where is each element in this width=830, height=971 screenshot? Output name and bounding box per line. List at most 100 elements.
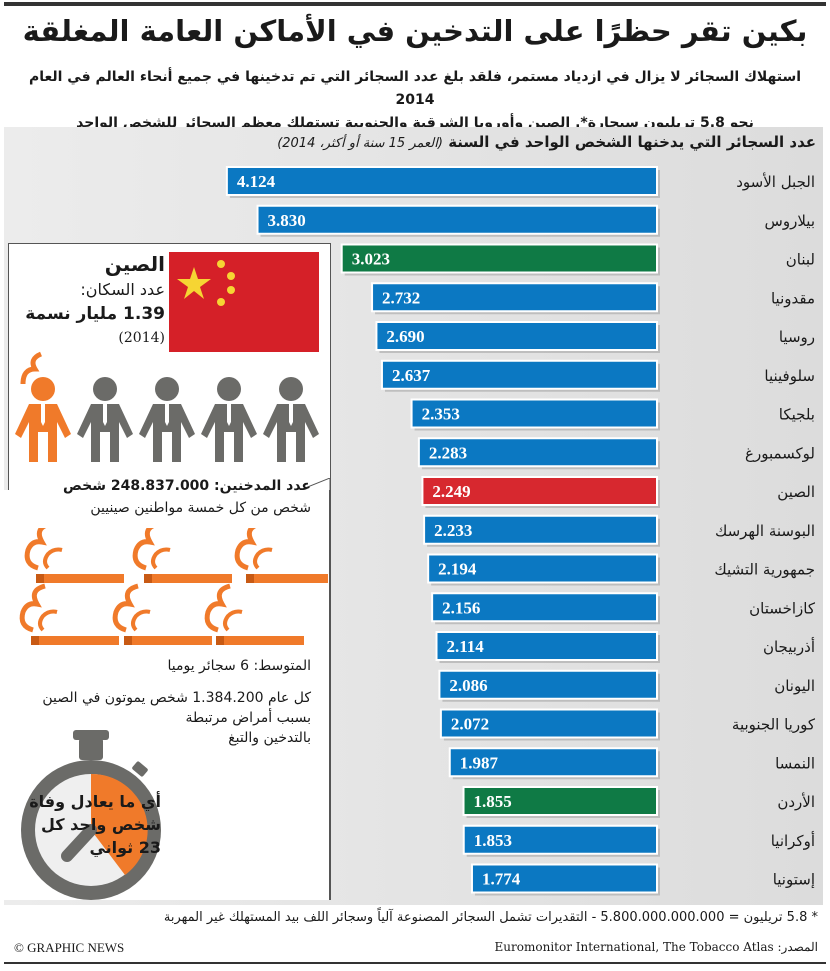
deaths-line: بالتدخين والتبغ	[228, 730, 311, 746]
footnote: * 5.8 تريليون = 5.800.000.000.000 - التق…	[163, 910, 818, 925]
bar-value-label: 2.283	[429, 443, 467, 462]
bar-value-label: 2.353	[422, 405, 460, 424]
cigarettes-pictogram	[19, 528, 328, 645]
bar-value-label: 4.124	[237, 172, 276, 191]
cigarette-icon	[112, 583, 212, 645]
cigarette-icon	[234, 528, 328, 583]
category-label: لوكسمبورغ	[745, 444, 815, 462]
bar	[435, 631, 658, 661]
china-name: الصين	[104, 252, 165, 276]
bar	[410, 398, 658, 429]
person-icon	[77, 377, 133, 462]
category-label: بيلاروس	[765, 212, 815, 230]
cigarette-icon	[19, 583, 119, 645]
page-title: بكين تقر حظرًا على التدخين في الأماكن ال…	[22, 14, 808, 48]
category-label: أوكرانيا	[771, 831, 815, 850]
average-daily: المتوسط: 6 سجائر يوميا	[167, 658, 311, 674]
category-label: روسيا	[779, 328, 815, 346]
china-flag	[169, 252, 319, 352]
bar	[380, 359, 658, 390]
bar	[462, 824, 658, 855]
cigarette-icon	[24, 528, 124, 583]
category-label: بلجيكا	[779, 406, 815, 424]
smokers-ratio: شخص من كل خمسة مواطنين صينيين	[90, 500, 311, 516]
stopwatch-icon	[21, 730, 161, 900]
bar	[421, 476, 658, 506]
bar	[225, 166, 659, 196]
population-value: 1.39 مليار نسمة	[25, 304, 165, 324]
bar-value-label: 3.023	[352, 250, 390, 269]
category-label: إستونيا	[773, 871, 815, 889]
bar-value-label: 3.830	[268, 211, 306, 230]
chart-title: عدد السجائر التي يدخنها الشخص الواحد في …	[277, 133, 816, 151]
category-label: أذربيجان	[763, 637, 815, 656]
bar-value-label: 2.233	[434, 521, 472, 540]
death-rate: أي ما يعادل وفاة شخص واحد كل 23 ثواني	[29, 790, 161, 859]
bottom-rule	[4, 962, 826, 964]
category-label: سلوفينيا	[764, 367, 815, 385]
bar-value-label: 1.987	[460, 753, 499, 772]
population-year: (2014)	[118, 330, 165, 346]
bar	[462, 786, 658, 816]
bar	[375, 321, 658, 351]
deaths-line: كل عام 1.384.200 شخص يموتون في الصين	[42, 690, 311, 706]
category-label: جمهورية التشيك	[714, 561, 815, 579]
person-icon	[15, 377, 71, 462]
bar-value-label: 2.194	[438, 560, 477, 579]
category-label: الأردن	[777, 792, 815, 811]
source: المصدر: Euromonitor International, The T…	[494, 940, 818, 954]
bar	[256, 204, 658, 235]
smoke-icon	[20, 351, 43, 385]
category-label: الجبل الأسود	[736, 172, 815, 191]
category-label: مقدونيا	[771, 289, 815, 307]
bar	[431, 592, 659, 623]
cigarette-icon	[204, 583, 304, 645]
people-pictogram	[15, 351, 319, 462]
bar	[427, 553, 658, 584]
category-label: البوسنة الهرسك	[715, 522, 815, 540]
category-label: اليونان	[774, 677, 815, 695]
bar-value-label: 1.855	[474, 792, 512, 811]
cigarette-icon	[132, 528, 232, 583]
chart-title-note: (العمر 15 سنة أو أكثر، 2014)	[277, 136, 443, 151]
bar-value-label: 2.690	[386, 327, 424, 346]
bar	[371, 282, 658, 313]
bar-value-label: 2.637	[392, 366, 431, 385]
death-rate-line: شخص واحد كل	[40, 815, 161, 834]
china-callout: الصين عدد السكان: 1.39 مليار نسمة (2014)	[8, 243, 331, 491]
bar-value-label: 2.732	[382, 288, 420, 307]
category-label: كازاخستان	[749, 599, 816, 617]
chart-title-text: عدد السجائر التي يدخنها الشخص الواحد في …	[448, 133, 816, 151]
person-icon	[263, 377, 319, 462]
category-label: كوريا الجنوبية	[732, 716, 816, 734]
death-rate-line: 23 ثواني	[89, 838, 161, 857]
deaths-line: بسبب أمراض مرتبطة	[185, 710, 311, 726]
bar-value-label: 2.086	[449, 676, 487, 695]
death-rate-line: أي ما يعادل وفاة	[29, 792, 161, 811]
bar	[439, 708, 659, 739]
bar-value-label: 2.114	[447, 637, 485, 656]
category-label: النمسا	[775, 754, 815, 772]
population-label: عدد السكان:	[80, 280, 165, 299]
category-label: الصين	[777, 483, 815, 501]
bar	[340, 243, 658, 274]
bar-value-label: 2.156	[442, 598, 480, 617]
bar	[438, 669, 658, 700]
bar	[423, 514, 659, 545]
subtitle-line: استهلاك السجائر لا يزال في ازدياد مستمر،…	[28, 69, 802, 108]
credit: © GRAPHIC NEWS	[14, 940, 125, 955]
bar-value-label: 2.249	[432, 482, 470, 501]
smokers-count: عدد المدخنين: 248.837.000 شخص	[63, 478, 311, 494]
bar	[448, 747, 658, 778]
bar-value-label: 2.072	[451, 715, 489, 734]
bar-value-label: 1.774	[482, 870, 521, 889]
bar-value-label: 1.853	[474, 831, 512, 850]
bar	[417, 437, 658, 468]
china-stats: عدد المدخنين: 248.837.000 شخص شخص من كل …	[0, 478, 331, 900]
bar	[470, 863, 658, 894]
person-icon	[201, 377, 257, 462]
top-rule	[4, 2, 826, 6]
person-icon	[139, 377, 195, 462]
category-label: لبنان	[786, 251, 815, 269]
